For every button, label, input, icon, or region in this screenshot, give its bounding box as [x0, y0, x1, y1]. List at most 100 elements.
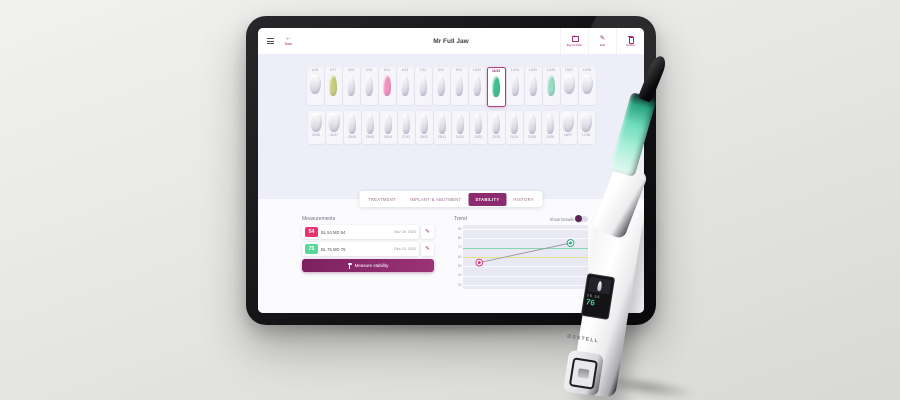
app-bar: ← Back Mr Full Jaw ↑ Export PDF ✎ Edit	[258, 28, 644, 55]
tooth-label: 25/41	[437, 135, 447, 139]
tooth-cell-27-43[interactable]: 27/43	[397, 111, 415, 144]
tooth-shape	[347, 75, 355, 96]
tooth-label: 29/45	[365, 135, 375, 139]
back-button[interactable]: ← Back	[285, 34, 293, 47]
tooth-cell-5-14[interactable]: 5/14	[378, 67, 396, 105]
tooth-cell-9-21[interactable]: 9/21	[450, 67, 468, 105]
measure-stability-button[interactable]: Measure stability	[302, 259, 434, 272]
edit-measurement-button[interactable]: ✎	[421, 225, 434, 239]
tooth-cell-22-33[interactable]: 22/33	[487, 111, 505, 144]
tooth-cell-28-44[interactable]: 28/44	[379, 111, 397, 144]
tooth-cell-21-34[interactable]: 21/34	[505, 111, 523, 144]
device-display-values: 26 55 76	[585, 293, 609, 310]
tooth-shape	[562, 113, 574, 132]
y-axis: 90 80 70 60 50 40 30	[454, 225, 463, 289]
export-pdf-button[interactable]: ↑ Export PDF	[560, 28, 588, 54]
tooth-label: 18/37	[563, 133, 573, 137]
tooth-cell-24-31[interactable]: 24/31	[451, 111, 469, 144]
tooth-cell-20-35[interactable]: 20/35	[523, 111, 541, 144]
tooth-cell-25-41[interactable]: 25/41	[433, 111, 451, 144]
measurement-date: Nov 26, 2020	[394, 230, 416, 234]
tooth-cell-2-17[interactable]: 2/17	[324, 67, 342, 105]
tooth-cell-31-47[interactable]: 31/47	[325, 111, 343, 144]
delete-button[interactable]: Delete	[616, 28, 644, 54]
tooth-label: 2/17	[329, 68, 337, 72]
tooth-shape	[580, 113, 592, 132]
menu-icon[interactable]	[267, 38, 274, 44]
tab-history[interactable]: HISTORY	[513, 196, 534, 202]
trend-title: Trend	[454, 216, 467, 222]
y-tick-label: 80	[457, 236, 462, 241]
tab-implant-abutment[interactable]: IMPLANT & ABUTMENT	[409, 196, 462, 202]
edit-measurement-button[interactable]: ✎	[421, 242, 434, 256]
tooth-cell-8-11[interactable]: 8/11	[432, 67, 450, 105]
y-tick-label: 30	[457, 282, 462, 287]
tooth-cell-15-27[interactable]: 15/27	[560, 67, 578, 105]
tooth-shape	[547, 75, 555, 96]
back-arrow-icon: ←	[285, 34, 293, 42]
tooth-label: 16/28	[582, 68, 592, 72]
tooth-cell-4-15[interactable]: 4/15	[360, 67, 378, 105]
measurement-date: Dec 10, 2020	[394, 247, 416, 251]
tooth-label: 20/35	[527, 135, 537, 139]
tooth-cell-7-12[interactable]: 7/12	[414, 67, 432, 105]
edit-button[interactable]: ✎ Edit	[588, 28, 616, 54]
tooth-cell-13-25[interactable]: 13/25	[524, 67, 542, 105]
tooth-label: 17/38	[581, 133, 591, 137]
tooth-shape	[402, 113, 410, 134]
tooth-cell-16-28[interactable]: 16/28	[578, 67, 596, 105]
tooth-shape	[437, 75, 445, 96]
tooth-cell-23-32[interactable]: 23/32	[469, 111, 487, 144]
tooth-label: 21/34	[509, 135, 519, 139]
measurement-row: 75 BL 75 MD 76 Dec 10, 2020 ✎	[302, 242, 434, 256]
gridline	[463, 229, 588, 230]
y-tick-label: 40	[457, 273, 462, 278]
plot-area	[463, 225, 588, 289]
tooth-shape	[563, 75, 575, 94]
tooth-chart: 1/18 2/17 3/16 4/15 5/14 6/13 7/12 8/11 9/21 10/2…	[258, 54, 644, 200]
tooth-cell-6-13[interactable]: 6/13	[396, 67, 414, 105]
page-title: Mr Full Jaw	[433, 37, 469, 45]
tooth-label: 28/44	[383, 135, 393, 139]
tooth-shape	[419, 75, 427, 96]
gridline	[463, 285, 588, 286]
tooth-cell-3-16[interactable]: 3/16	[342, 67, 360, 105]
stability-panel: Measurements 54 BL 54 MD 54 Nov 26, 2020 ✎ 7…	[258, 199, 644, 313]
tooth-shape	[456, 113, 464, 134]
show-details-toggle[interactable]	[575, 215, 588, 223]
tooth-label: 26/42	[419, 135, 429, 139]
tab-treatment[interactable]: TREATMENT	[368, 196, 396, 202]
tooth-cell-14-26[interactable]: 14/26	[542, 67, 560, 105]
tooth-cell-1-18[interactable]: 1/18	[306, 67, 324, 105]
tooth-label: 11/23	[491, 69, 501, 73]
tooth-cell-26-42[interactable]: 26/42	[415, 111, 433, 144]
tooth-cell-30-46[interactable]: 30/46	[343, 111, 361, 144]
tooth-label: 14/26	[546, 68, 556, 72]
trend-line-layer	[475, 239, 575, 267]
tooth-cell-12-24[interactable]: 12/24	[506, 67, 524, 105]
measurement-row-main[interactable]: 54 BL 54 MD 54 Nov 26, 2020	[302, 225, 419, 239]
tooth-cell-10-22[interactable]: 10/22	[468, 67, 486, 105]
measurement-row-main[interactable]: 75 BL 75 MD 76 Dec 10, 2020	[302, 242, 419, 256]
tooth-label: 13/25	[528, 68, 538, 72]
tooth-shape	[420, 113, 428, 134]
tooth-cell-17-38[interactable]: 17/38	[577, 111, 595, 144]
tooth-cell-18-37[interactable]: 18/37	[559, 111, 577, 144]
measurement-row: 54 BL 54 MD 54 Nov 26, 2020 ✎	[302, 225, 434, 239]
tooth-cell-19-36[interactable]: 19/36	[541, 111, 559, 144]
tooth-cell-29-45[interactable]: 29/45	[361, 111, 379, 144]
teeth-row-upper: 1/18 2/17 3/16 4/15 5/14 6/13 7/12 8/11 9/21 10/2…	[258, 54, 644, 107]
tooth-cell-32-48[interactable]: 32/48	[307, 111, 325, 144]
tooth-label: 27/43	[401, 135, 411, 139]
device-connector	[568, 356, 599, 390]
export-pdf-icon: ↑	[571, 34, 579, 42]
tab-stability[interactable]: STABILITY	[468, 192, 507, 206]
tooth-shape	[348, 113, 356, 134]
tab-bar: TREATMENT IMPLANT & ABUTMENT STABILITY HIST…	[359, 191, 543, 207]
gridline	[463, 266, 588, 268]
tooth-label: 3/16	[347, 68, 355, 72]
tooth-label: 7/12	[419, 68, 427, 72]
threshold-line-70	[463, 247, 588, 249]
measurement-values: BL 54 MD 54	[321, 229, 346, 235]
tooth-cell-11-23[interactable]: 11/23	[486, 67, 506, 107]
